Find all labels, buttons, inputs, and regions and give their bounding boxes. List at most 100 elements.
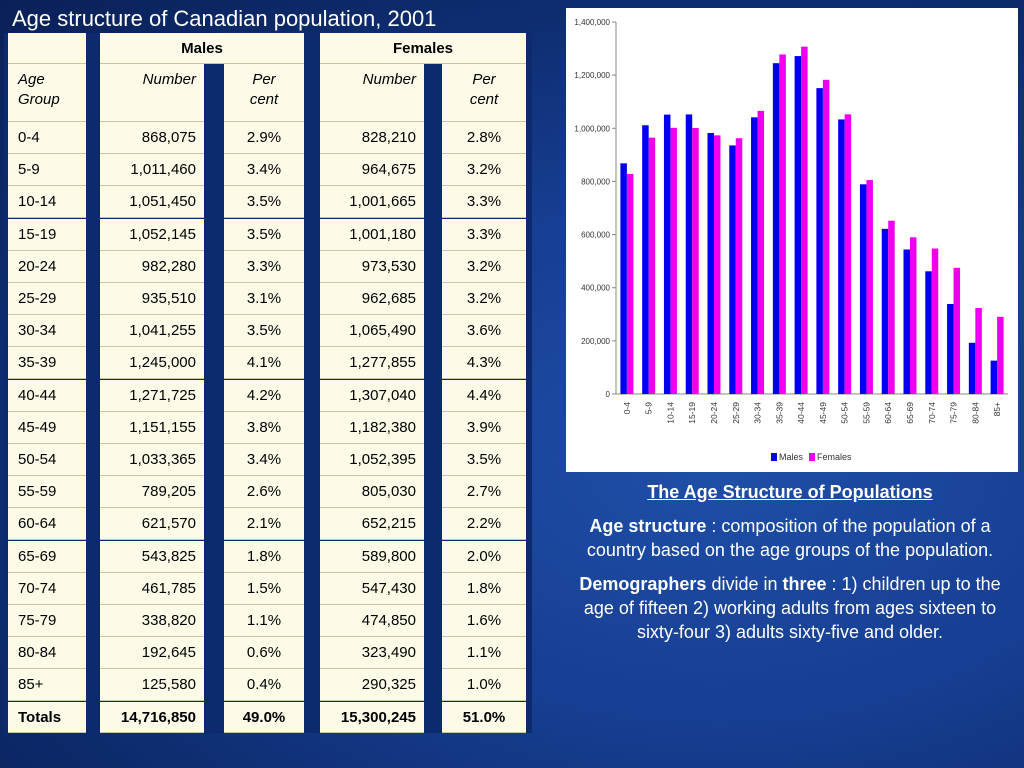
notes-heading: The Age Structure of Populations <box>647 482 933 502</box>
y-tick-label: 200,000 <box>581 337 610 346</box>
totals-females-number-cell: 15,300,245 <box>320 702 424 733</box>
males-percent-cell: 3.3% <box>224 251 304 283</box>
y-tick-label: 800,000 <box>581 177 610 186</box>
totals-age-group-cell: Totals <box>8 702 86 733</box>
females-percent-cell: 3.2% <box>442 283 526 315</box>
males-number-cell: 192,645 <box>100 637 204 669</box>
males-percent-cell: 1.5% <box>224 573 304 605</box>
age-group-cell: 55-59 <box>8 476 86 508</box>
age-group-cell: 0-4 <box>8 122 86 154</box>
females-percent-cell: 1.0% <box>442 669 526 701</box>
females-number-cell: 290,325 <box>320 669 424 701</box>
females-number-cell: 474,850 <box>320 605 424 637</box>
x-tick-label: 85+ <box>992 402 1002 416</box>
demographers-term: Demographers <box>579 574 707 594</box>
males-bar <box>772 63 780 394</box>
females-bar <box>779 54 786 394</box>
females-number-cell: 652,215 <box>320 508 424 540</box>
females-bar <box>844 114 852 394</box>
females-bar <box>714 135 721 395</box>
females-number-cell: 1,182,380 <box>320 412 424 444</box>
males-percent-cell: 4.1% <box>224 347 304 379</box>
males-percent-cell: 1.8% <box>224 541 304 573</box>
females-number-cell: 964,675 <box>320 154 424 186</box>
males-bar <box>685 114 693 394</box>
females-percent-header-line2: cent <box>469 91 499 108</box>
y-tick-label: 400,000 <box>581 284 610 293</box>
females-percent-cell: 1.8% <box>442 573 526 605</box>
males-bar <box>620 163 627 394</box>
females-number-cell: 805,030 <box>320 476 424 508</box>
males-bar <box>990 360 998 394</box>
males-bar <box>838 119 845 394</box>
x-tick-label: 5-9 <box>644 402 654 415</box>
females-percent-cell: 3.3% <box>442 186 526 218</box>
males-number-cell: 338,820 <box>100 605 204 637</box>
males-percent-cell: 2.9% <box>224 122 304 154</box>
females-bar <box>997 316 1004 394</box>
males-number-cell: 1,033,365 <box>100 444 204 476</box>
females-bar <box>975 308 982 394</box>
males-percent-header-line2: cent <box>249 91 279 108</box>
males-bar <box>707 132 714 394</box>
age-group-cell: 30-34 <box>8 315 86 347</box>
age-group-header-line2: Group <box>18 91 60 108</box>
males-bar <box>663 114 671 394</box>
females-bar <box>866 180 873 394</box>
females-number-cell: 1,052,395 <box>320 444 424 476</box>
x-tick-label: 30-34 <box>753 402 763 424</box>
males-number-cell: 125,580 <box>100 669 204 701</box>
y-tick-label: 1,400,000 <box>574 18 610 27</box>
males-bar <box>794 56 802 394</box>
demographers-rest: : 1) children up to the age of fifteen 2… <box>583 574 1001 642</box>
x-tick-label: 20-24 <box>709 402 719 424</box>
age-structure-text: : composition of the population of a cou… <box>586 516 994 560</box>
age-group-cell: 85+ <box>8 669 86 701</box>
females-number-cell: 1,001,665 <box>320 186 424 218</box>
females-number-cell: 973,530 <box>320 251 424 283</box>
males-percent-cell: 2.1% <box>224 508 304 540</box>
females-number-cell: 962,685 <box>320 283 424 315</box>
males-bar <box>925 271 932 394</box>
males-number-cell: 1,011,460 <box>100 154 204 186</box>
females-bar <box>931 248 939 394</box>
header-blank-cell <box>8 33 86 64</box>
females-percent-header-line1: Per <box>472 71 496 88</box>
males-number-header: Number <box>100 64 204 122</box>
females-group-header: Females <box>320 33 526 64</box>
y-tick-label: 600,000 <box>581 231 610 240</box>
x-tick-label: 60-64 <box>883 402 893 424</box>
females-percent-cell: 3.2% <box>442 251 526 283</box>
males-percent-cell: 3.8% <box>224 412 304 444</box>
age-group-cell: 60-64 <box>8 508 86 540</box>
females-number-cell: 1,065,490 <box>320 315 424 347</box>
females-legend-label: Females <box>817 452 852 462</box>
males-bar <box>816 88 823 394</box>
males-number-cell: 621,570 <box>100 508 204 540</box>
males-number-header-line1: Number <box>142 71 196 88</box>
males-percent-cell: 2.6% <box>224 476 304 508</box>
females-percent-cell: 3.3% <box>442 219 526 251</box>
females-percent-cell: 3.5% <box>442 444 526 476</box>
females-bar <box>801 46 808 394</box>
x-tick-label: 25-29 <box>731 402 741 424</box>
males-number-cell: 868,075 <box>100 122 204 154</box>
x-tick-label: 15-19 <box>687 402 697 424</box>
males-bar <box>859 184 867 394</box>
y-tick-label: 0 <box>606 390 611 399</box>
females-bar <box>626 173 634 394</box>
notes-panel: The Age Structure of Populations Age str… <box>568 480 1012 654</box>
females-percent-cell: 1.6% <box>442 605 526 637</box>
females-number-header: Number <box>320 64 424 122</box>
males-bar <box>968 342 976 394</box>
age-group-cell: 35-39 <box>8 347 86 379</box>
males-number-cell: 935,510 <box>100 283 204 315</box>
males-bar <box>947 303 954 394</box>
females-percent-header: Per cent <box>442 64 526 122</box>
females-percent-cell: 2.2% <box>442 508 526 540</box>
males-legend-label: Males <box>779 452 804 462</box>
males-bar <box>751 117 758 394</box>
males-number-cell: 1,041,255 <box>100 315 204 347</box>
females-bar <box>735 138 743 394</box>
males-bar <box>642 125 649 394</box>
